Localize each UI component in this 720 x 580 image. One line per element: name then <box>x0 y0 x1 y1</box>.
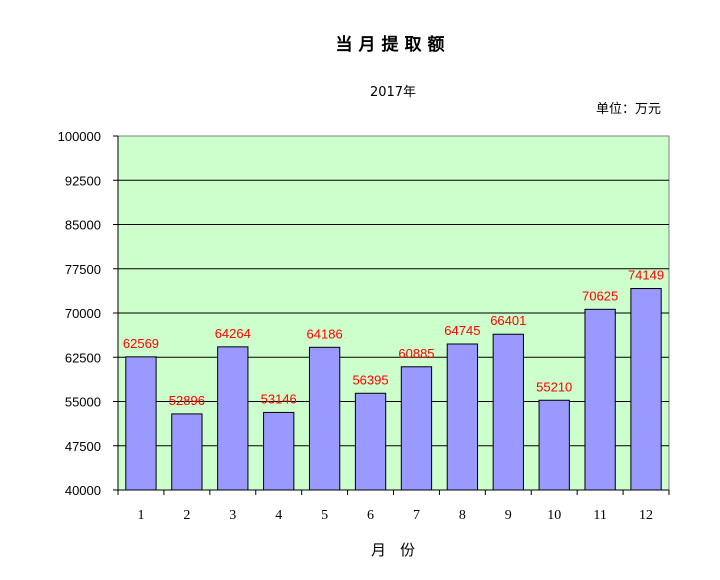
data-label: 53146 <box>261 391 297 406</box>
x-tick-label: 10 <box>547 508 561 523</box>
unit-label: 单位：万元 <box>596 102 661 117</box>
x-axis-label: 月份 <box>371 541 429 559</box>
data-label: 60885 <box>398 346 434 361</box>
bar-month-11 <box>584 308 616 491</box>
y-tick-label: 40000 <box>65 483 101 498</box>
y-tick-label: 100000 <box>58 129 101 144</box>
x-tick-label: 2 <box>183 508 190 523</box>
data-label: 64264 <box>215 326 251 341</box>
x-tick-label: 1 <box>137 508 144 523</box>
chart-subtitle: 2017年 <box>370 85 416 100</box>
y-tick-label: 77500 <box>65 262 101 277</box>
x-tick-label: 9 <box>505 508 512 523</box>
y-tick-label: 47500 <box>65 439 101 454</box>
x-tick-label: 6 <box>367 508 374 523</box>
x-tick-label: 4 <box>275 508 282 523</box>
bar-month-6 <box>354 392 387 491</box>
data-label: 52896 <box>169 393 205 408</box>
x-tick-label: 3 <box>229 508 236 523</box>
x-axis-tick-labels: 1 2 3 4 5 6 7 8 9 10 11 12 <box>117 490 670 523</box>
bar-month-8 <box>446 343 479 491</box>
y-tick-label: 62500 <box>65 350 101 365</box>
data-label: 66401 <box>490 313 526 328</box>
y-tick-label: 85000 <box>65 218 101 233</box>
chart-title: 当月提取额 <box>336 34 451 55</box>
bar-month-4 <box>263 411 295 491</box>
x-tick-label: 11 <box>593 508 606 523</box>
y-tick-label: 70000 <box>65 306 101 321</box>
bar-month-1 <box>125 356 157 491</box>
data-label: 55210 <box>536 379 572 394</box>
data-label: 64745 <box>444 323 480 338</box>
bar-month-12 <box>630 288 662 491</box>
bar-month-2 <box>171 413 203 491</box>
bar-month-10 <box>538 399 570 491</box>
data-label: 74149 <box>628 268 664 283</box>
y-tick-label: 92500 <box>65 173 101 188</box>
x-tick-label: 8 <box>459 508 466 523</box>
data-label: 64186 <box>307 326 343 341</box>
bars <box>125 288 662 491</box>
bar-month-9 <box>492 333 524 491</box>
data-label: 70625 <box>582 288 618 303</box>
x-tick-label: 12 <box>639 508 653 523</box>
bar-month-3 <box>217 346 249 491</box>
grid-lines <box>118 179 669 447</box>
data-labels: 62569 52896 64264 53146 64186 56395 60885 64745… <box>123 268 664 408</box>
data-label: 62569 <box>123 336 159 351</box>
x-tick-label: 5 <box>321 508 328 523</box>
data-label: 56395 <box>352 372 388 387</box>
x-tick-label: 7 <box>413 508 420 523</box>
bar-month-7 <box>400 366 433 491</box>
y-axis-tick-labels: 40000 47500 55000 62500 70000 77500 85000 92500… <box>58 129 118 498</box>
bar-month-5 <box>308 346 341 491</box>
y-tick-label: 55000 <box>65 395 101 410</box>
